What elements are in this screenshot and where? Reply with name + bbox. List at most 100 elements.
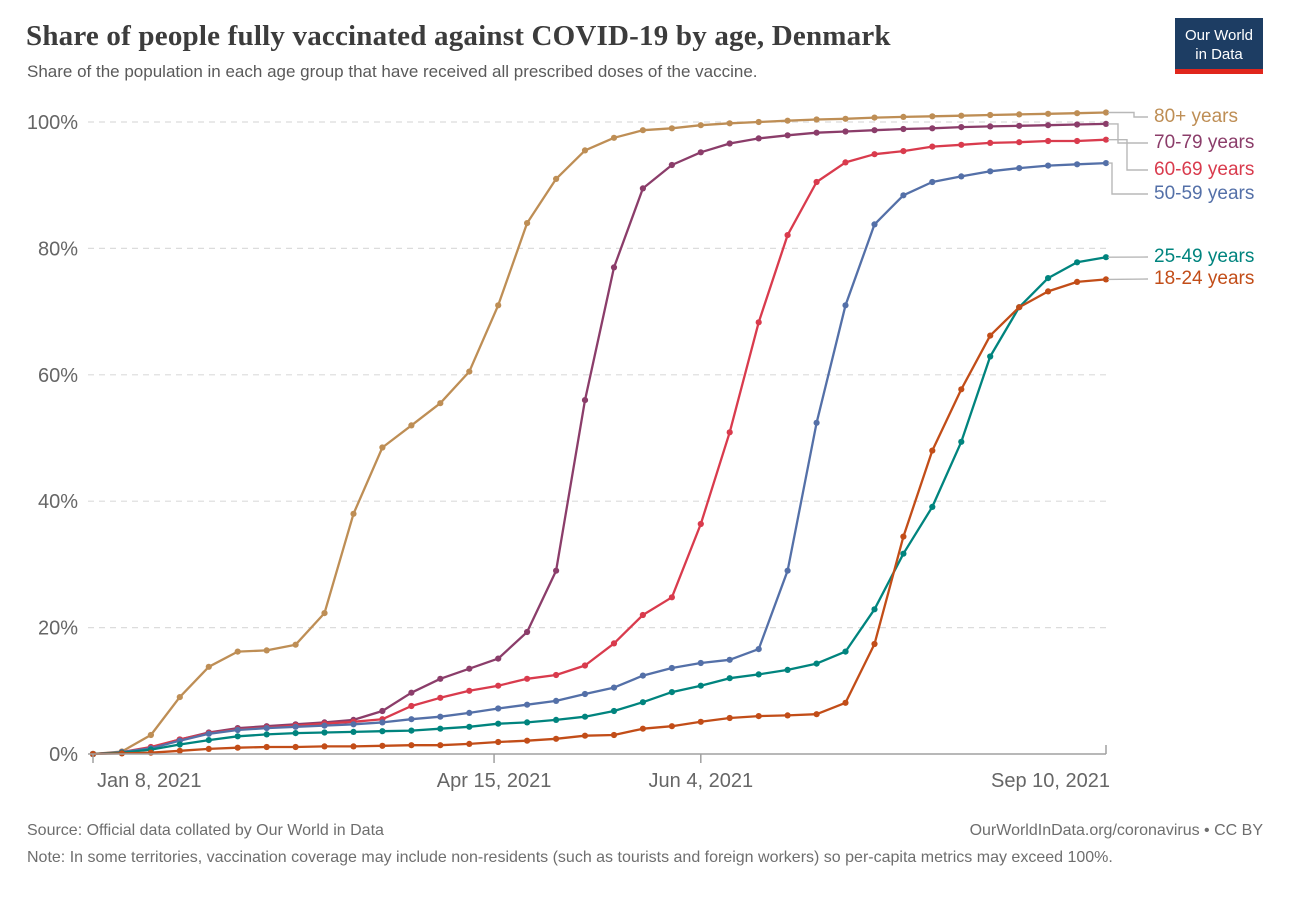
data-point[interactable] (408, 716, 414, 722)
data-point[interactable] (437, 676, 443, 682)
data-point[interactable] (293, 642, 299, 648)
data-point[interactable] (785, 712, 791, 718)
legend-item-70-79-years[interactable]: 70-79 years (1154, 131, 1254, 155)
data-point[interactable] (553, 736, 559, 742)
data-point[interactable] (814, 711, 820, 717)
data-point[interactable] (524, 220, 530, 226)
data-point[interactable] (727, 429, 733, 435)
data-point[interactable] (1016, 111, 1022, 117)
data-point[interactable] (495, 721, 501, 727)
data-point[interactable] (524, 629, 530, 635)
data-point[interactable] (1074, 121, 1080, 127)
series-50-59-years[interactable] (90, 160, 1109, 757)
data-point[interactable] (871, 151, 877, 157)
series-18-24-years[interactable] (90, 276, 1109, 757)
data-point[interactable] (437, 714, 443, 720)
data-point[interactable] (785, 568, 791, 574)
data-point[interactable] (987, 123, 993, 129)
data-point[interactable] (1074, 110, 1080, 116)
data-point[interactable] (756, 671, 762, 677)
data-point[interactable] (582, 733, 588, 739)
data-point[interactable] (958, 173, 964, 179)
data-point[interactable] (611, 135, 617, 141)
data-point[interactable] (1074, 138, 1080, 144)
data-point[interactable] (350, 721, 356, 727)
data-point[interactable] (756, 646, 762, 652)
data-point[interactable] (437, 742, 443, 748)
data-point[interactable] (756, 713, 762, 719)
data-point[interactable] (987, 353, 993, 359)
data-point[interactable] (437, 726, 443, 732)
data-point[interactable] (321, 723, 327, 729)
data-point[interactable] (669, 723, 675, 729)
data-point[interactable] (698, 521, 704, 527)
data-point[interactable] (842, 302, 848, 308)
data-point[interactable] (437, 695, 443, 701)
data-point[interactable] (727, 657, 733, 663)
data-point[interactable] (553, 698, 559, 704)
legend-item-60-69-years[interactable]: 60-69 years (1154, 158, 1254, 182)
data-point[interactable] (727, 120, 733, 126)
data-point[interactable] (900, 534, 906, 540)
data-point[interactable] (1074, 259, 1080, 265)
series-70-79-years[interactable] (90, 121, 1109, 757)
data-point[interactable] (987, 112, 993, 118)
data-point[interactable] (756, 135, 762, 141)
data-point[interactable] (958, 113, 964, 119)
data-point[interactable] (293, 744, 299, 750)
data-point[interactable] (987, 140, 993, 146)
legend-item-25-49-years[interactable]: 25-49 years (1154, 245, 1254, 269)
data-point[interactable] (640, 127, 646, 133)
data-point[interactable] (1016, 123, 1022, 129)
data-point[interactable] (206, 731, 212, 737)
data-point[interactable] (321, 610, 327, 616)
data-point[interactable] (1016, 304, 1022, 310)
data-point[interactable] (408, 742, 414, 748)
data-point[interactable] (177, 694, 183, 700)
data-point[interactable] (321, 729, 327, 735)
data-point[interactable] (756, 119, 762, 125)
data-point[interactable] (929, 125, 935, 131)
data-point[interactable] (466, 724, 472, 730)
data-point[interactable] (582, 147, 588, 153)
data-point[interactable] (177, 748, 183, 754)
data-point[interactable] (929, 504, 935, 510)
data-point[interactable] (698, 683, 704, 689)
data-point[interactable] (553, 176, 559, 182)
data-point[interactable] (582, 691, 588, 697)
data-point[interactable] (958, 124, 964, 130)
data-point[interactable] (235, 733, 241, 739)
data-point[interactable] (611, 264, 617, 270)
data-point[interactable] (871, 115, 877, 121)
data-point[interactable] (871, 127, 877, 133)
data-point[interactable] (495, 683, 501, 689)
series-60-69-years[interactable] (90, 137, 1109, 758)
data-point[interactable] (669, 594, 675, 600)
data-point[interactable] (553, 717, 559, 723)
data-point[interactable] (929, 144, 935, 150)
data-point[interactable] (785, 132, 791, 138)
data-point[interactable] (408, 422, 414, 428)
data-point[interactable] (640, 612, 646, 618)
data-point[interactable] (698, 122, 704, 128)
data-point[interactable] (379, 728, 385, 734)
data-point[interactable] (1016, 165, 1022, 171)
data-point[interactable] (871, 641, 877, 647)
data-point[interactable] (264, 647, 270, 653)
data-point[interactable] (264, 744, 270, 750)
footer-attribution-link[interactable]: OurWorldInData.org/coronavirus • CC BY (970, 822, 1263, 840)
data-point[interactable] (727, 675, 733, 681)
data-point[interactable] (1016, 139, 1022, 145)
data-point[interactable] (987, 333, 993, 339)
data-point[interactable] (756, 319, 762, 325)
data-point[interactable] (206, 737, 212, 743)
data-point[interactable] (553, 672, 559, 678)
data-point[interactable] (206, 746, 212, 752)
data-point[interactable] (900, 126, 906, 132)
data-point[interactable] (842, 116, 848, 122)
data-point[interactable] (958, 142, 964, 148)
data-point[interactable] (640, 673, 646, 679)
data-point[interactable] (437, 400, 443, 406)
data-point[interactable] (785, 232, 791, 238)
data-point[interactable] (842, 159, 848, 165)
